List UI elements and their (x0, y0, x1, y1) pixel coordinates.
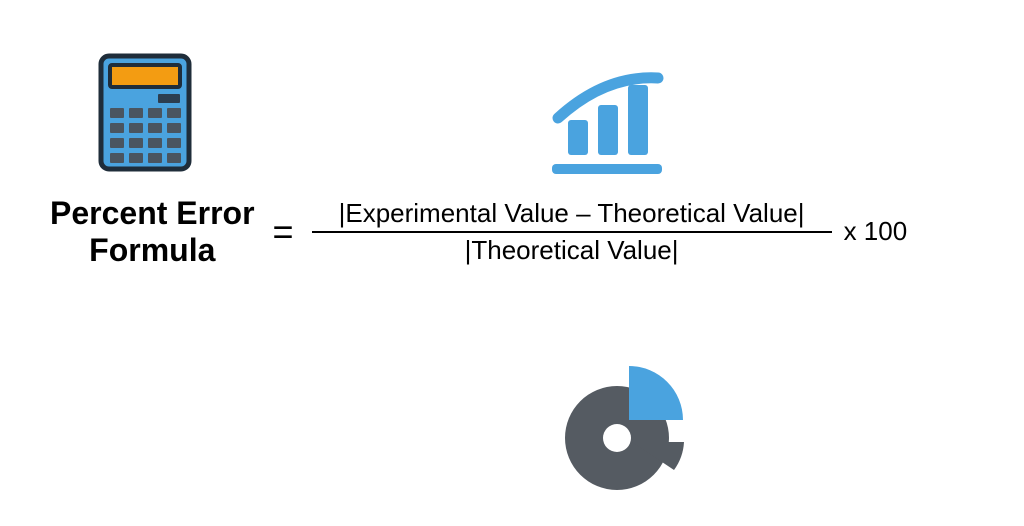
formula-title: Percent Error Formula (50, 195, 255, 269)
barchart-trend-icon (540, 70, 680, 180)
formula-fraction: |Experimental Value – Theoretical Value|… (312, 196, 832, 268)
formula-title-line2: Formula (89, 232, 215, 268)
piechart-icon (555, 360, 695, 500)
formula-title-line1: Percent Error (50, 195, 255, 231)
formula-multiplier: x 100 (844, 216, 908, 247)
calculator-icon (95, 50, 195, 180)
formula-denominator: |Theoretical Value| (461, 233, 683, 268)
formula-row: Percent Error Formula = |Experimental Va… (50, 195, 994, 269)
formula-numerator: |Experimental Value – Theoretical Value| (335, 196, 809, 231)
equals-sign: = (273, 211, 294, 253)
infographic-container: Percent Error Formula = |Experimental Va… (0, 0, 1024, 526)
